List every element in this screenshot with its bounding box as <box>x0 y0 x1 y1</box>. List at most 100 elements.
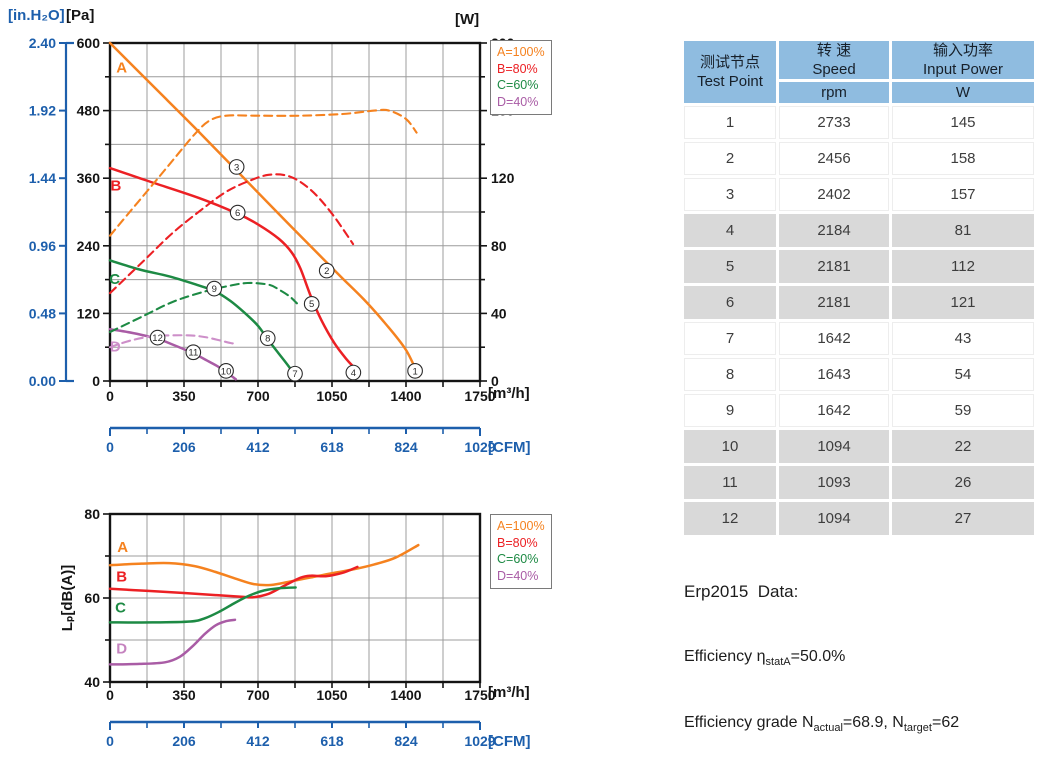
legend-item-c: C=60% <box>497 552 539 566</box>
A-noise-curve <box>108 543 420 587</box>
cell-speed: 1643 <box>779 358 889 391</box>
cfm-tick-label: 412 <box>246 733 270 749</box>
curve-label-A: A <box>117 539 128 556</box>
plot-border <box>108 512 482 684</box>
legend-item-b: B=80% <box>497 61 538 76</box>
cell-power: 112 <box>892 250 1034 283</box>
legend-item-a: A=100% <box>497 519 545 533</box>
cell-point: 11 <box>684 466 776 499</box>
curve-label-C: C <box>115 599 126 616</box>
table-row: 5 2181 112 <box>684 250 1034 283</box>
curve-label-D: D <box>110 339 121 356</box>
curve-label-B: B <box>110 178 121 195</box>
cell-speed: 2733 <box>779 106 889 139</box>
x-tick-label: 1050 <box>316 687 347 703</box>
cell-power: 54 <box>892 358 1034 391</box>
grade-mid: =68.9, N <box>842 714 904 732</box>
cell-speed: 1094 <box>779 502 889 535</box>
C-noise-curve <box>108 586 297 624</box>
table-row: 3 2402 157 <box>684 178 1034 211</box>
efficiency-subscript: statA <box>765 656 791 669</box>
cfm-unit-label: [CFM] <box>488 439 530 456</box>
erp-efficiency-line: Efficiency ηstatA=50.0% <box>684 648 959 668</box>
x-tick-label: 1750 <box>464 687 495 703</box>
x-tick-label: 1750 <box>464 388 495 404</box>
cell-power: 121 <box>892 286 1034 319</box>
D-noise-curve <box>108 618 237 666</box>
w-tick-label: 0 <box>491 373 499 389</box>
table-body: 1 2733 145 2 2456 158 3 2402 157 4 2184 81 5 2181 112 6… <box>684 106 1034 535</box>
inh2o-tick-label: 1.92 <box>29 103 56 119</box>
pa-tick-label: 480 <box>77 103 101 119</box>
header-speed: 转 速 Speed <box>779 41 889 79</box>
curve-label-A: A <box>116 59 127 76</box>
cfm-tick-label: 1029 <box>464 733 495 749</box>
svg-text:9: 9 <box>212 284 217 295</box>
noise-level-chart: 40 60 80 0 350 700 1050 1400 1750[m³/h] Lₚ[dB(A)]… <box>59 506 530 750</box>
inh2o-axis: 0.00 0.48 0.96 1.44 1.92 2.40 <box>29 35 74 389</box>
test-point-marker-12: 12 <box>149 329 166 346</box>
cell-speed: 1094 <box>779 430 889 463</box>
legend-item-d: D=40% <box>497 94 539 109</box>
cell-point: 9 <box>684 394 776 427</box>
x-tick-label: 1400 <box>390 388 421 404</box>
x-tick-label: 0 <box>106 388 114 404</box>
header-speed-en: Speed <box>812 61 856 78</box>
legend-item-d: D=40% <box>497 568 539 583</box>
test-point-marker-5: 5 <box>303 295 320 312</box>
svg-text:2: 2 <box>324 266 329 277</box>
inh2o-tick-label: 1.44 <box>29 170 56 186</box>
header-test-point: 测试节点 Test Point <box>684 41 776 103</box>
test-point-marker-9: 9 <box>206 280 223 297</box>
inh2o-tick-label: 0.48 <box>29 305 56 321</box>
cfm-tick-label: 824 <box>394 439 418 455</box>
cfm-tick-label: 0 <box>106 733 114 749</box>
curve-label-D: D <box>116 640 127 657</box>
test-point-marker-8: 8 <box>259 330 276 347</box>
table-row: 10 1094 22 <box>684 430 1034 463</box>
efficiency-value: =50.0% <box>790 648 846 665</box>
svg-text:5: 5 <box>309 299 314 310</box>
cell-speed: 2456 <box>779 142 889 175</box>
x-tick-label: 700 <box>246 687 270 703</box>
test-point-marker-6: 6 <box>229 204 246 221</box>
legend-item-c: C=60% <box>497 78 539 92</box>
cell-power: 22 <box>892 430 1034 463</box>
grade-value: =62 <box>931 714 960 732</box>
header-input-power-zh: 输入功率 <box>932 42 993 59</box>
x-tick-label: 700 <box>246 388 270 404</box>
cell-point: 7 <box>684 322 776 355</box>
svg-text:4: 4 <box>351 368 356 379</box>
db-unit-label: Lₚ[dB(A)] <box>59 565 76 631</box>
svg-text:8: 8 <box>265 334 270 345</box>
test-point-marker-2: 2 <box>318 262 335 279</box>
cell-point: 8 <box>684 358 776 391</box>
cell-point: 4 <box>684 214 776 247</box>
table-row: 12 1094 27 <box>684 502 1034 535</box>
table-row: 11 1093 26 <box>684 466 1034 499</box>
cell-power: 158 <box>892 142 1034 175</box>
grade-prefix: Efficiency grade N <box>684 714 814 732</box>
table-row: 1 2733 145 <box>684 106 1034 139</box>
cell-point: 5 <box>684 250 776 283</box>
svg-text:6: 6 <box>235 208 240 219</box>
cfm-unit-label: [CFM] <box>488 733 530 750</box>
efficiency-prefix: Efficiency η <box>684 648 766 665</box>
A-power-curve <box>108 108 418 237</box>
legend-speed-percentages-bottom: A=100% B=80% C=60% D=40% <box>490 514 552 589</box>
cfm-axis: 0 206 412 618 824 1029[CFM] <box>106 426 530 456</box>
cell-point: 12 <box>684 502 776 535</box>
grade-subscript-actual: actual <box>813 722 843 735</box>
svg-text:7: 7 <box>292 369 297 380</box>
pressure-power-chart: 0 350 700 1050 1400 1750[m³/h]012024036048060… <box>8 7 530 456</box>
pa-tick-label: 0 <box>92 373 100 389</box>
cfm-tick-label: 206 <box>172 733 196 749</box>
cfm-tick-label: 0 <box>106 439 114 455</box>
table-row: 4 2184 81 <box>684 214 1034 247</box>
test-point-marker-7: 7 <box>287 365 303 382</box>
header-speed-unit: rpm <box>779 82 889 103</box>
test-point-table: 测试节点 Test Point 转 速 Speed 输入功率 Input Pow… <box>681 38 1037 538</box>
header-input-power-en: Input Power <box>922 61 1004 78</box>
cell-speed: 1642 <box>779 394 889 427</box>
